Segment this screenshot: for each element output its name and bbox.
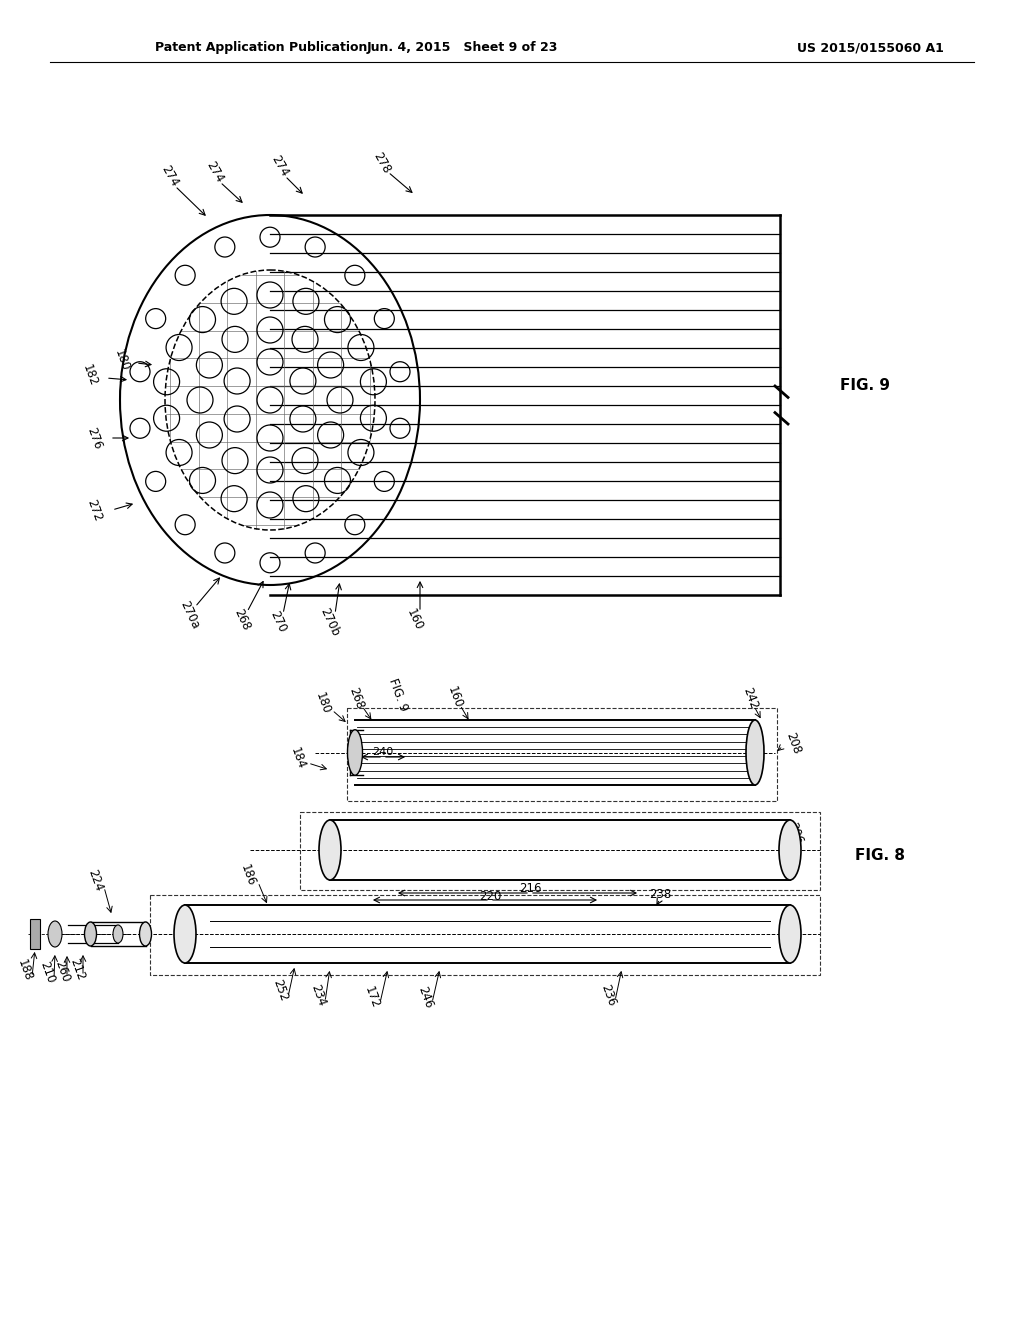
Text: 252: 252 bbox=[270, 977, 290, 1003]
Text: FIG. 9: FIG. 9 bbox=[840, 378, 890, 392]
Text: FIG. 8: FIG. 8 bbox=[855, 847, 905, 862]
Ellipse shape bbox=[48, 921, 62, 946]
Text: 184: 184 bbox=[288, 746, 308, 771]
Text: 278: 278 bbox=[371, 150, 393, 176]
Ellipse shape bbox=[779, 906, 801, 964]
Text: 160: 160 bbox=[445, 684, 465, 710]
Ellipse shape bbox=[779, 820, 801, 880]
Text: 210: 210 bbox=[37, 960, 57, 985]
Text: 172: 172 bbox=[362, 985, 382, 1010]
Text: Jun. 4, 2015   Sheet 9 of 23: Jun. 4, 2015 Sheet 9 of 23 bbox=[367, 41, 558, 54]
Ellipse shape bbox=[139, 921, 152, 946]
Text: 270a: 270a bbox=[178, 599, 202, 631]
Ellipse shape bbox=[319, 820, 341, 880]
Text: 270b: 270b bbox=[317, 606, 342, 639]
Text: 186: 186 bbox=[238, 862, 258, 888]
Ellipse shape bbox=[174, 906, 196, 964]
Text: 234: 234 bbox=[308, 982, 328, 1007]
Text: 240: 240 bbox=[373, 747, 393, 756]
Text: 238: 238 bbox=[649, 888, 671, 902]
Text: 182: 182 bbox=[80, 362, 100, 388]
Text: 276: 276 bbox=[84, 425, 104, 451]
Text: 268: 268 bbox=[346, 685, 366, 710]
Text: US 2015/0155060 A1: US 2015/0155060 A1 bbox=[797, 41, 943, 54]
Text: FIG. 9: FIG. 9 bbox=[386, 677, 410, 713]
Text: 188: 188 bbox=[15, 957, 35, 982]
Text: 220: 220 bbox=[479, 890, 501, 903]
Text: 206: 206 bbox=[785, 820, 805, 846]
Text: 274: 274 bbox=[159, 162, 181, 189]
Text: 268: 268 bbox=[231, 607, 253, 632]
Text: 208: 208 bbox=[783, 730, 803, 755]
Text: 246: 246 bbox=[415, 985, 435, 1010]
Ellipse shape bbox=[113, 925, 123, 942]
Text: 270: 270 bbox=[267, 609, 289, 635]
Text: 274: 274 bbox=[204, 158, 226, 185]
Text: 160: 160 bbox=[404, 607, 426, 632]
Text: 224: 224 bbox=[85, 867, 104, 892]
Text: 260: 260 bbox=[52, 958, 72, 983]
Text: 274: 274 bbox=[268, 153, 291, 180]
Text: 180: 180 bbox=[313, 690, 333, 715]
Text: 216: 216 bbox=[519, 883, 542, 895]
Bar bbox=[30, 919, 40, 949]
Text: 242: 242 bbox=[740, 685, 760, 710]
Ellipse shape bbox=[347, 730, 362, 775]
Text: Patent Application Publication: Patent Application Publication bbox=[155, 41, 368, 54]
Text: 180: 180 bbox=[112, 347, 132, 372]
Ellipse shape bbox=[746, 719, 764, 785]
Text: 236: 236 bbox=[598, 982, 617, 1007]
Text: 212: 212 bbox=[67, 956, 87, 982]
Ellipse shape bbox=[85, 921, 96, 946]
Text: 272: 272 bbox=[84, 498, 104, 523]
